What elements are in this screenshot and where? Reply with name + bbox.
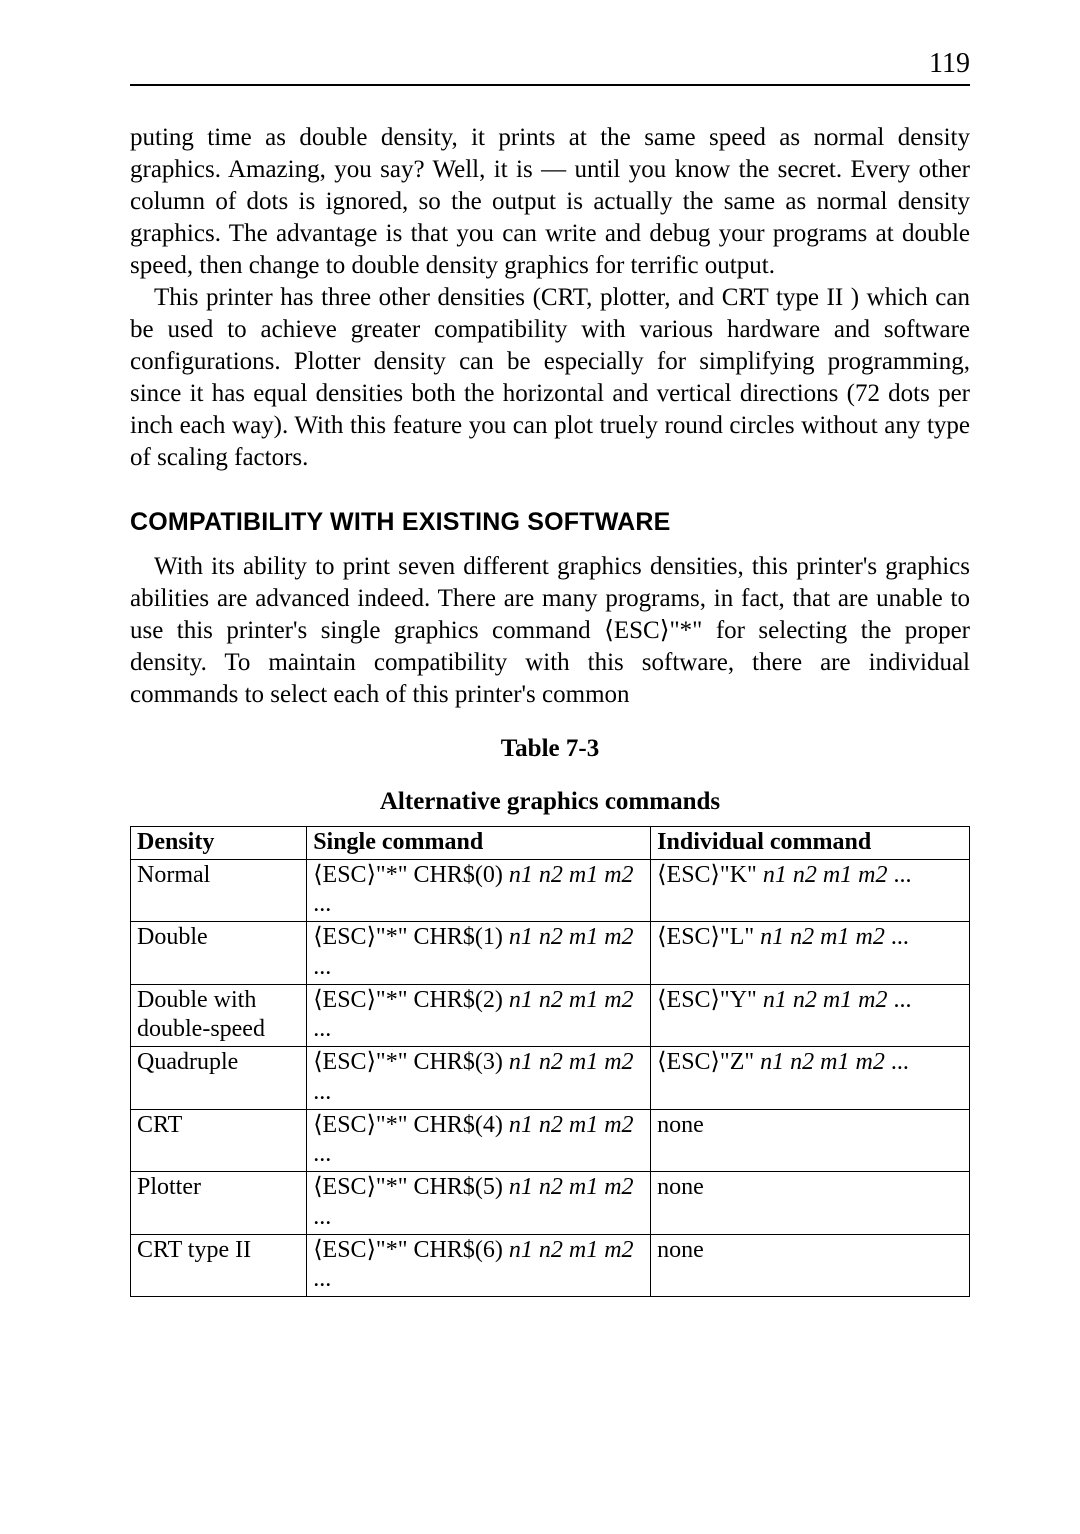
cell-individual: ⟨ESC⟩"Y" n1 n2 m1 m2 ... bbox=[651, 984, 970, 1047]
cell-density: Plotter bbox=[131, 1172, 307, 1235]
cell-density: Double bbox=[131, 922, 307, 985]
page-number: 119 bbox=[130, 48, 970, 80]
cell-density: CRT type II bbox=[131, 1234, 307, 1297]
body-paragraph-3: With its ability to print seven differen… bbox=[130, 551, 970, 711]
table-row: CRT ⟨ESC⟩"*" CHR$(4) n1 n2 m1 m2 ... non… bbox=[131, 1109, 970, 1172]
cell-density: Normal bbox=[131, 859, 307, 922]
header-rule bbox=[130, 84, 970, 86]
commands-table: Density Single command Individual comman… bbox=[130, 826, 970, 1298]
cell-density: Quadruple bbox=[131, 1047, 307, 1110]
cell-individual: none bbox=[651, 1172, 970, 1235]
table-number: Table 7-3 bbox=[130, 733, 970, 764]
th-individual: Individual command bbox=[651, 826, 970, 859]
cell-individual: ⟨ESC⟩"L" n1 n2 m1 m2 ... bbox=[651, 922, 970, 985]
cell-density: CRT bbox=[131, 1109, 307, 1172]
cell-single: ⟨ESC⟩"*" CHR$(4) n1 n2 m1 m2 ... bbox=[307, 1109, 651, 1172]
body-paragraph-1: puting time as double density, it prints… bbox=[130, 122, 970, 282]
cell-individual: ⟨ESC⟩"K" n1 n2 m1 m2 ... bbox=[651, 859, 970, 922]
table-row: Double with double-speed ⟨ESC⟩"*" CHR$(2… bbox=[131, 984, 970, 1047]
cell-single: ⟨ESC⟩"*" CHR$(0) n1 n2 m1 m2 ... bbox=[307, 859, 651, 922]
table-row: Normal ⟨ESC⟩"*" CHR$(0) n1 n2 m1 m2 ... … bbox=[131, 859, 970, 922]
cell-single: ⟨ESC⟩"*" CHR$(5) n1 n2 m1 m2 ... bbox=[307, 1172, 651, 1235]
cell-individual: ⟨ESC⟩"Z" n1 n2 m1 m2 ... bbox=[651, 1047, 970, 1110]
table-caption: Alternative graphics commands bbox=[130, 786, 970, 817]
cell-single: ⟨ESC⟩"*" CHR$(6) n1 n2 m1 m2 ... bbox=[307, 1234, 651, 1297]
section-heading: COMPATIBILITY WITH EXISTING SOFTWARE bbox=[130, 508, 970, 537]
table-row: Quadruple ⟨ESC⟩"*" CHR$(3) n1 n2 m1 m2 .… bbox=[131, 1047, 970, 1110]
cell-single: ⟨ESC⟩"*" CHR$(1) n1 n2 m1 m2 ... bbox=[307, 922, 651, 985]
table-row: Plotter ⟨ESC⟩"*" CHR$(5) n1 n2 m1 m2 ...… bbox=[131, 1172, 970, 1235]
th-single: Single command bbox=[307, 826, 651, 859]
cell-single: ⟨ESC⟩"*" CHR$(3) n1 n2 m1 m2 ... bbox=[307, 1047, 651, 1110]
cell-individual: none bbox=[651, 1109, 970, 1172]
table-row: CRT type II ⟨ESC⟩"*" CHR$(6) n1 n2 m1 m2… bbox=[131, 1234, 970, 1297]
cell-individual: none bbox=[651, 1234, 970, 1297]
table-row: Double ⟨ESC⟩"*" CHR$(1) n1 n2 m1 m2 ... … bbox=[131, 922, 970, 985]
body-paragraph-2: This printer has three other densities (… bbox=[130, 282, 970, 474]
table-header-row: Density Single command Individual comman… bbox=[131, 826, 970, 859]
cell-density: Double with double-speed bbox=[131, 984, 307, 1047]
th-density: Density bbox=[131, 826, 307, 859]
cell-single: ⟨ESC⟩"*" CHR$(2) n1 n2 m1 m2 ... bbox=[307, 984, 651, 1047]
